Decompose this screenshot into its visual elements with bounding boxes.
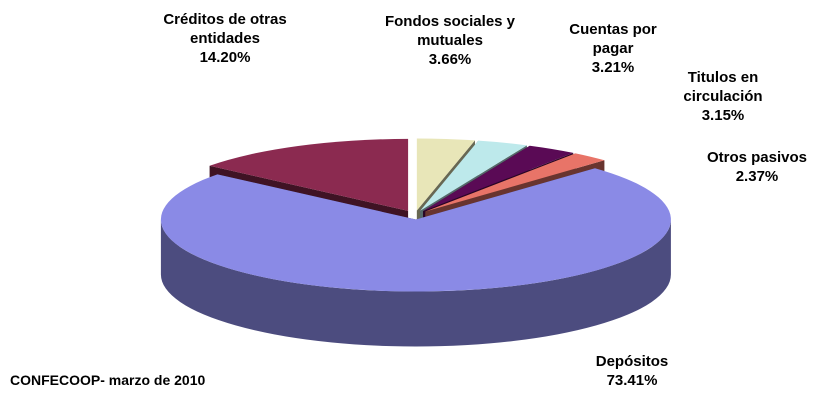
category-name: Fondos sociales y mutuales [384,13,516,49]
slice [209,138,409,211]
slice-label: Fondos sociales y mutuales 3.66% [370,12,530,69]
slice-label: Depósitos 73.41% [577,352,687,390]
value-label: 3.15% [701,107,745,124]
slice [416,138,475,211]
value-label: 73.41% [606,372,658,389]
slice [425,153,605,212]
value-label: 2.37% [735,168,779,185]
category-name: Titulos en circulación [683,69,763,105]
value-label: 3.66% [428,51,472,68]
slice-label: Créditos de otras entidades 14.20% [130,10,320,67]
slice-side [160,219,671,347]
category-name: Depósitos [595,353,669,370]
source-note: CONFECOOP- marzo de 2010 [10,372,206,388]
value-label: 14.20% [199,49,251,66]
category-name: Créditos de otras entidades [163,11,287,47]
category-name: Cuentas por pagar [569,21,657,57]
slice-label: Cuentas por pagar 3.21% [558,20,668,77]
slice [420,140,527,211]
slice-label: Otros pasivos 2.37% [687,148,822,186]
category-name: Otros pasivos [706,149,808,166]
value-label: 3.21% [591,59,635,76]
slice-label: Titulos en circulación 3.15% [658,68,788,125]
slice [423,145,574,212]
slice [160,168,671,292]
